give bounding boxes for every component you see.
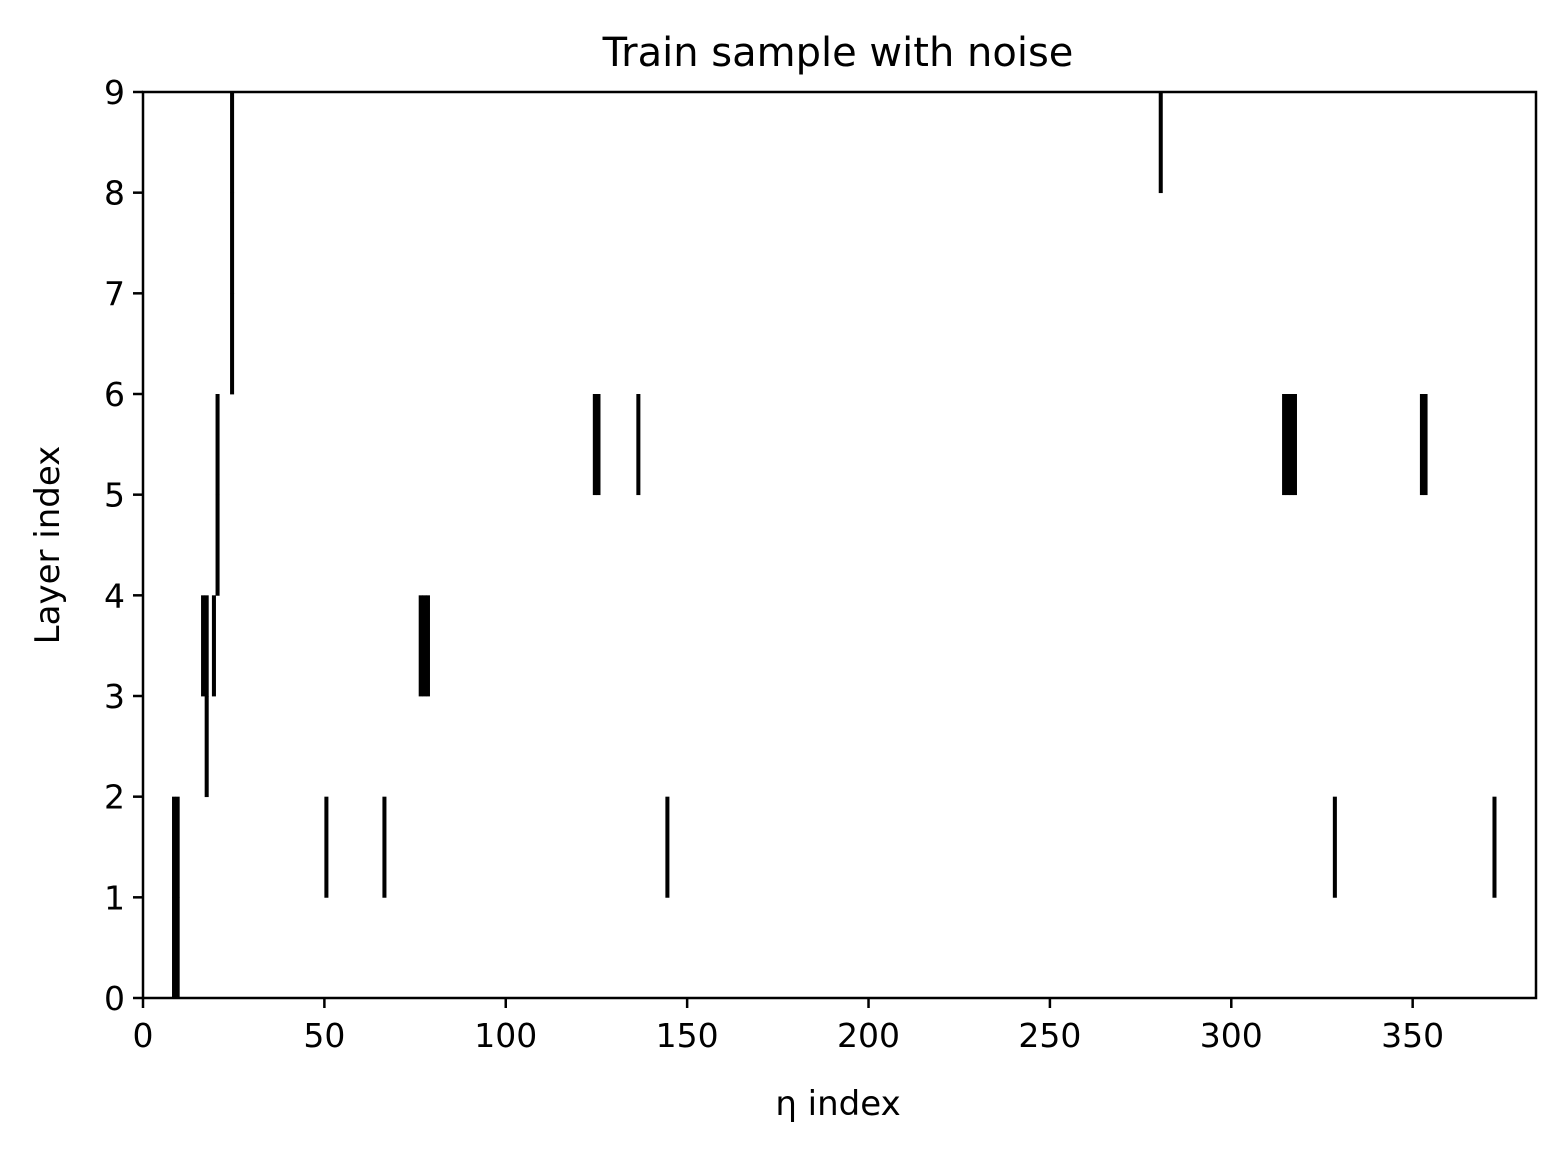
active-cell — [175, 796, 180, 898]
active-cell — [201, 595, 206, 697]
y-axis-ticks: 0 1 2 3 4 5 6 7 8 9 — [104, 73, 143, 1018]
heatmap-cells — [172, 92, 1497, 999]
active-cell — [215, 494, 220, 596]
active-cell — [204, 595, 209, 697]
y-tick-label: 5 — [104, 476, 125, 515]
y-tick-label: 4 — [104, 576, 125, 615]
active-cell — [175, 897, 180, 999]
active-cell — [172, 796, 177, 898]
y-axis-label: Layer index — [28, 446, 68, 645]
x-axis-ticks: 0 50 100 150 200 250 300 350 — [133, 998, 1444, 1055]
active-cell — [382, 796, 387, 898]
active-cell — [1158, 92, 1163, 194]
active-cell — [418, 595, 423, 697]
active-cell — [1292, 394, 1297, 496]
x-tick-label: 350 — [1381, 1016, 1444, 1055]
y-tick-label: 0 — [104, 979, 125, 1018]
x-axis-label: η index — [775, 1084, 900, 1124]
active-cell — [1332, 796, 1337, 898]
chart-title: Train sample with noise — [602, 30, 1074, 76]
y-tick-label: 8 — [104, 174, 125, 213]
y-tick-label: 3 — [104, 677, 125, 716]
y-tick-label: 7 — [104, 274, 125, 313]
x-tick-label: 50 — [303, 1016, 345, 1055]
y-tick-label: 1 — [104, 878, 125, 917]
x-tick-label: 250 — [1018, 1016, 1081, 1055]
active-cell — [230, 92, 235, 194]
x-tick-label: 200 — [837, 1016, 900, 1055]
plot-frame — [141, 90, 1538, 1000]
x-tick-label: 150 — [656, 1016, 719, 1055]
active-cell — [1289, 394, 1294, 496]
active-cell — [1282, 394, 1287, 496]
y-tick-label: 2 — [104, 778, 125, 817]
active-cell — [596, 394, 601, 496]
active-cell — [425, 595, 430, 697]
active-cell — [324, 796, 329, 898]
active-cell — [215, 394, 220, 496]
active-cell — [172, 897, 177, 999]
y-tick-label: 6 — [104, 375, 125, 414]
x-tick-label: 300 — [1200, 1016, 1263, 1055]
active-cell — [1492, 796, 1497, 898]
active-cell — [230, 192, 235, 294]
active-cell — [592, 394, 597, 496]
active-cell — [230, 293, 235, 395]
x-tick-label: 100 — [474, 1016, 537, 1055]
active-cell — [204, 696, 209, 798]
active-cell — [211, 595, 216, 697]
active-cell — [1285, 394, 1290, 496]
active-cell — [422, 595, 427, 697]
y-tick-label: 9 — [104, 73, 125, 112]
active-cell — [1423, 394, 1428, 496]
active-cell — [665, 796, 670, 898]
x-tick-label: 0 — [133, 1016, 154, 1055]
active-cell — [1419, 394, 1424, 496]
active-cell — [636, 394, 641, 496]
